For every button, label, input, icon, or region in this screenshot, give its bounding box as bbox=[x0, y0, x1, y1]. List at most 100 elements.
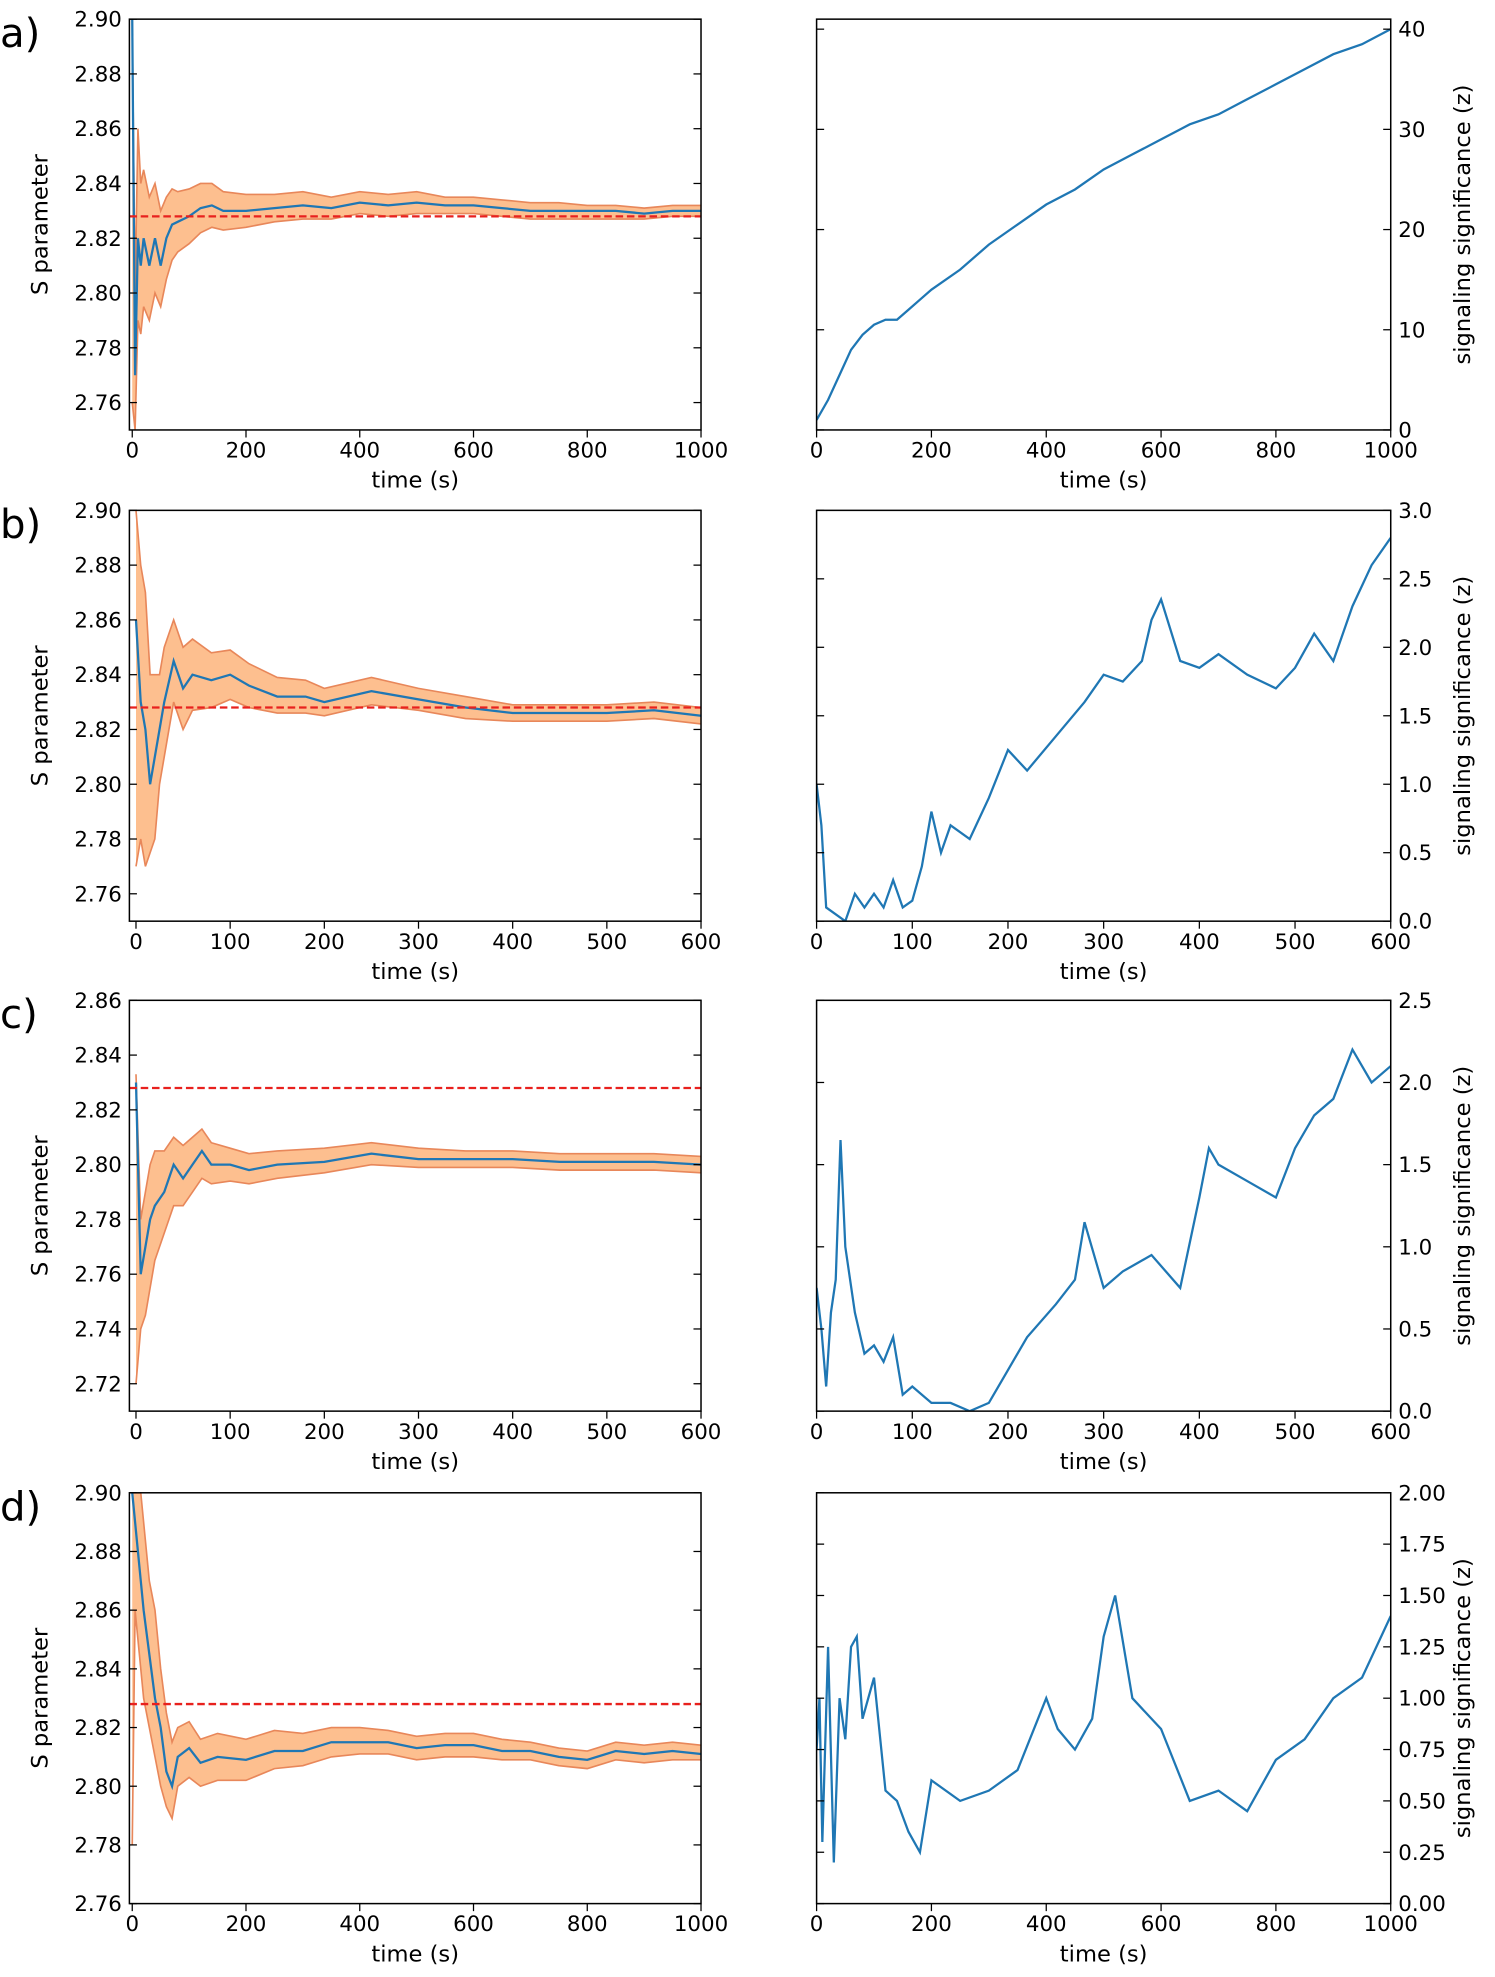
data-line bbox=[816, 1047, 1391, 1412]
x-tick-label: 800 bbox=[1256, 1912, 1297, 1937]
x-tick-label: 100 bbox=[892, 1420, 933, 1445]
y-tick-label: 2.88 bbox=[74, 62, 122, 87]
x-tick-label: 200 bbox=[911, 439, 952, 464]
x-axis-label: time (s) bbox=[371, 468, 459, 494]
y-tick-label: 1.25 bbox=[1398, 1635, 1446, 1660]
y-tick-label: 2.76 bbox=[74, 1892, 122, 1917]
x-tick-label: 200 bbox=[988, 930, 1029, 955]
data-line bbox=[134, 1082, 702, 1275]
y-tick-label: 2.76 bbox=[74, 882, 122, 907]
x-tick-label: 0 bbox=[125, 439, 139, 464]
y-tick-label: 3.0 bbox=[1398, 499, 1432, 524]
x-tick-label: 300 bbox=[1083, 930, 1124, 955]
x-tick-label: 200 bbox=[988, 1420, 1029, 1445]
y-tick-label: 2.86 bbox=[74, 117, 122, 142]
y-tick-label: 2.00 bbox=[1398, 1481, 1446, 1506]
y-axis-label: S parameter bbox=[28, 1627, 54, 1769]
x-tick-label: 100 bbox=[210, 930, 251, 955]
band-edge bbox=[131, 19, 702, 294]
plot-area bbox=[129, 1492, 702, 1845]
y-tick-label: 1.75 bbox=[1398, 1533, 1446, 1558]
y-tick-label: 2.0 bbox=[1398, 636, 1432, 661]
y-tick-label: 1.00 bbox=[1398, 1687, 1446, 1712]
y-tick-label: 0.25 bbox=[1398, 1841, 1446, 1866]
y-tick-label: 2.78 bbox=[74, 336, 122, 361]
x-axis-label: time (s) bbox=[371, 959, 459, 985]
x-tick-label: 400 bbox=[1026, 439, 1067, 464]
data-line bbox=[131, 19, 702, 376]
x-tick-label: 600 bbox=[453, 439, 494, 464]
band-edge bbox=[131, 1610, 702, 1845]
x-tick-label: 800 bbox=[1256, 439, 1297, 464]
x-tick-label: 400 bbox=[492, 1420, 533, 1445]
x-tick-label: 400 bbox=[1179, 930, 1220, 955]
y-tick-label: 2.82 bbox=[74, 1098, 122, 1123]
y-tick-label: 1.0 bbox=[1398, 773, 1432, 798]
y-tick-label: 2.88 bbox=[74, 554, 122, 579]
subplot: 0 200 400 600 800 1000 2.76 2.78 2.80 2.82 2.84 2.8… bbox=[0, 1481, 728, 1967]
x-tick-label: 400 bbox=[1026, 1912, 1067, 1937]
y-tick-label: 2.82 bbox=[74, 227, 122, 252]
y-tick-label: 2.5 bbox=[1398, 989, 1432, 1014]
y-tick-label: 2.90 bbox=[74, 8, 122, 33]
x-tick-label: 600 bbox=[1370, 930, 1411, 955]
x-tick-label: 200 bbox=[911, 1912, 952, 1937]
axes-frame bbox=[128, 18, 702, 431]
y-tick-label: 2.74 bbox=[74, 1318, 122, 1343]
x-axis-label: time (s) bbox=[1060, 1449, 1148, 1475]
axes-frame bbox=[815, 509, 1392, 922]
y-tick-label: 2.84 bbox=[74, 663, 122, 688]
band-edge bbox=[135, 1163, 702, 1384]
x-tick-label: 600 bbox=[1141, 439, 1182, 464]
subplot: 0 200 400 600 800 1000 2.76 2.78 2.80 2.82 2.84 2.8… bbox=[0, 8, 728, 494]
y-tick-label: 2.78 bbox=[74, 1833, 122, 1858]
x-tick-label: 200 bbox=[226, 1912, 267, 1937]
x-tick-label: 400 bbox=[339, 1912, 380, 1937]
x-tick-label: 400 bbox=[339, 439, 380, 464]
data-line bbox=[131, 1492, 702, 1791]
x-tick-label: 600 bbox=[681, 930, 722, 955]
y-tick-label: 2.82 bbox=[74, 1716, 122, 1741]
y-tick-label: 2.76 bbox=[74, 1263, 122, 1288]
y-tick-label: 20 bbox=[1398, 218, 1425, 243]
y-tick-label: 2.78 bbox=[74, 1208, 122, 1233]
plot-area bbox=[816, 537, 1391, 922]
y-axis-label: signaling significance (z) bbox=[1450, 576, 1476, 856]
data-line bbox=[816, 537, 1391, 922]
x-axis-label: time (s) bbox=[1060, 1941, 1148, 1967]
x-tick-label: 600 bbox=[1141, 1912, 1182, 1937]
axes-frame bbox=[128, 509, 702, 922]
y-tick-label: 2.90 bbox=[74, 499, 122, 524]
y-tick-label: 2.80 bbox=[74, 773, 122, 798]
panel-label: d) bbox=[0, 1484, 41, 1530]
x-tick-label: 300 bbox=[398, 930, 439, 955]
x-axis-label: time (s) bbox=[1060, 959, 1148, 985]
x-tick-label: 1000 bbox=[1364, 1912, 1418, 1937]
x-tick-label: 800 bbox=[567, 439, 608, 464]
x-tick-label: 500 bbox=[1275, 930, 1316, 955]
band-edge bbox=[135, 1074, 702, 1220]
y-tick-label: 2.86 bbox=[74, 608, 122, 633]
panel-label: c) bbox=[0, 992, 38, 1038]
x-tick-label: 100 bbox=[892, 930, 933, 955]
confidence-band bbox=[132, 19, 702, 430]
y-tick-label: 2.84 bbox=[74, 1657, 122, 1682]
plot-area bbox=[816, 28, 1391, 421]
plot-area bbox=[129, 19, 702, 430]
x-tick-label: 0 bbox=[129, 1420, 143, 1445]
x-tick-label: 600 bbox=[681, 1420, 722, 1445]
y-tick-label: 2.90 bbox=[74, 1481, 122, 1506]
axes-frame bbox=[815, 1492, 1392, 1905]
x-tick-label: 1000 bbox=[1364, 439, 1418, 464]
plot-area bbox=[816, 1595, 1391, 1863]
y-tick-label: 10 bbox=[1398, 318, 1425, 343]
y-tick-label: 40 bbox=[1398, 18, 1425, 43]
x-tick-label: 200 bbox=[304, 930, 345, 955]
y-tick-label: 1.5 bbox=[1398, 1153, 1432, 1178]
y-tick-label: 2.86 bbox=[74, 989, 122, 1014]
